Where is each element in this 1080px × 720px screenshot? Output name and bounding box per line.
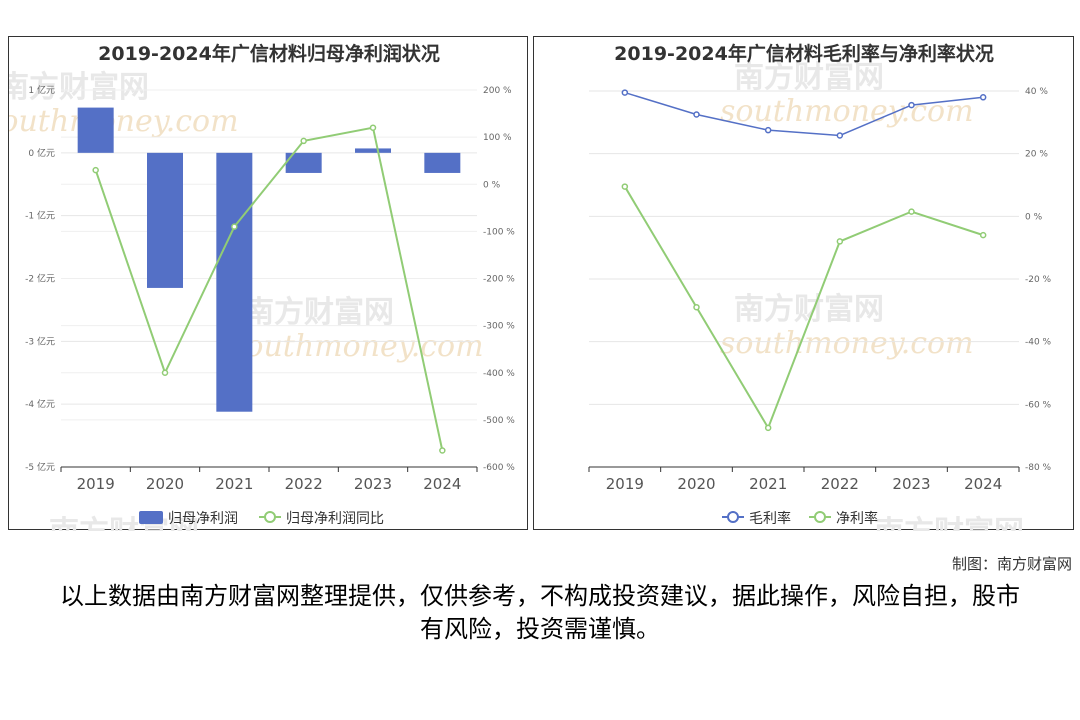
right-axis-tick-label: 200 % bbox=[483, 86, 512, 96]
right-axis-tick-label: -600 % bbox=[483, 463, 515, 473]
bar-2024 bbox=[424, 152, 461, 173]
gross-margin-point-2020 bbox=[693, 111, 700, 118]
left-axis-tick-label: -3 亿元 bbox=[25, 335, 55, 347]
left-axis-tick-label: -4 亿元 bbox=[25, 398, 55, 410]
legend-label: 归母净利润同比 bbox=[286, 510, 384, 527]
right-axis-tick-label: 0 % bbox=[483, 180, 501, 190]
right-chart-panel: 南方财富网southmoney.com南方财富网southmoney.com南方… bbox=[533, 36, 1074, 531]
disclaimer-text: 以上数据由南方财富网整理提供，仅供参考，不构成投资建议，据此操作，风险自担，股市… bbox=[60, 582, 1020, 643]
left-axis-tick-label: -2 亿元 bbox=[25, 273, 55, 285]
watermark-cn: 南方财富网 bbox=[9, 70, 149, 105]
grid-lines bbox=[589, 90, 1019, 468]
x-tick-label: 2022 bbox=[285, 475, 323, 493]
x-tick-label: 2019 bbox=[606, 475, 644, 493]
bar-2021 bbox=[216, 152, 253, 412]
watermark-en: southmoney.com bbox=[230, 329, 484, 364]
chart-credit: 制图：南方财富网 bbox=[951, 555, 1072, 573]
legend-label: 净利率 bbox=[836, 510, 878, 527]
net-margin-point-2022 bbox=[836, 238, 844, 245]
right-axis-tick-label: -80 % bbox=[1025, 463, 1052, 473]
gross-margin-point-2023 bbox=[908, 101, 915, 109]
x-tick-label: 2024 bbox=[423, 475, 461, 493]
net-margin-point-2020 bbox=[693, 303, 700, 311]
watermark-cn: 南方财富网 bbox=[874, 515, 1024, 531]
watermark-en: southmoney.com bbox=[720, 94, 974, 129]
legend-label: 归母净利润 bbox=[168, 510, 238, 527]
legend-bar-swatch bbox=[139, 511, 163, 524]
gross-margin-line bbox=[624, 91, 984, 137]
x-tick-label: 2023 bbox=[354, 475, 392, 493]
right-axis-tick-label: -400 % bbox=[483, 369, 515, 379]
net-margin-point-2023 bbox=[908, 208, 915, 215]
legend[interactable]: 毛利率 净利率 bbox=[722, 510, 878, 527]
bar-2019 bbox=[77, 107, 114, 153]
net-margin-point-2024 bbox=[979, 231, 987, 239]
x-tick-label: 2024 bbox=[964, 475, 1002, 493]
net-margin-point-2019 bbox=[621, 183, 629, 190]
net-margin-line bbox=[623, 186, 984, 431]
margin-chart: 南方财富网southmoney.com南方财富网southmoney.com南方… bbox=[588, 42, 1052, 531]
watermark-en: southmoney.com bbox=[9, 104, 239, 139]
x-tick-label: 2022 bbox=[821, 475, 859, 493]
yoy-point-2024 bbox=[439, 447, 446, 454]
x-tick-label: 2020 bbox=[677, 475, 715, 493]
left-chart-panel: 南方财富网southmoney.com南方财富网southmoney.com南方… bbox=[8, 36, 528, 531]
net-margin-point-2021 bbox=[764, 424, 772, 432]
left-axis-tick-label: 1 亿元 bbox=[28, 84, 55, 96]
bar-2023 bbox=[355, 148, 391, 153]
legend-line-marker bbox=[727, 511, 739, 523]
right-axis-tick-label: -300 % bbox=[483, 322, 515, 332]
left-axis-tick-label: -5 亿元 bbox=[25, 461, 55, 473]
right-axis-tick-label: -200 % bbox=[483, 275, 515, 285]
left-axis-tick-label: -1 亿元 bbox=[25, 210, 55, 222]
right-axis-tick-label: -20 % bbox=[1025, 275, 1052, 285]
x-tick-label: 2023 bbox=[892, 475, 930, 493]
gross-margin-point-2019 bbox=[621, 89, 629, 96]
yoy-point-2023 bbox=[369, 124, 377, 131]
right-axis-tick-label: -500 % bbox=[483, 416, 515, 426]
legend-line-marker bbox=[814, 511, 826, 523]
yoy-line bbox=[94, 126, 444, 451]
gross-margin-point-2024 bbox=[979, 94, 987, 101]
watermark-cn: 南方财富网 bbox=[734, 60, 884, 95]
net-profit-chart: 南方财富网southmoney.com南方财富网southmoney.com南方… bbox=[9, 42, 515, 531]
bar-2020 bbox=[147, 152, 183, 288]
chart-title: 2019-2024年广信材料毛利率与净利率状况 bbox=[614, 42, 994, 65]
yoy-point-2021 bbox=[231, 223, 238, 230]
grid-lines bbox=[61, 89, 477, 468]
right-axis-tick-label: -100 % bbox=[483, 227, 515, 237]
x-tick-label: 2020 bbox=[146, 475, 184, 493]
watermark-cn: 南方财富网 bbox=[244, 295, 394, 330]
yoy-point-2019 bbox=[92, 166, 99, 174]
right-axis-tick-label: 0 % bbox=[1025, 212, 1043, 222]
x-tick-label: 2019 bbox=[77, 475, 115, 493]
gross-margin-point-2021 bbox=[764, 126, 772, 134]
left-axis-tick-label: 0 亿元 bbox=[28, 147, 55, 159]
gross-margin-point-2022 bbox=[836, 132, 844, 139]
right-axis-tick-label: -60 % bbox=[1025, 400, 1052, 410]
yoy-point-2020 bbox=[161, 369, 169, 376]
right-axis-tick-label: 100 % bbox=[483, 133, 512, 143]
chart-title: 2019-2024年广信材料归母净利润状况 bbox=[98, 42, 440, 65]
right-axis-tick-label: 40 % bbox=[1025, 87, 1048, 97]
bar-2022 bbox=[285, 152, 322, 173]
watermark: 南方财富网southmoney.com南方财富网southmoney.com南方… bbox=[720, 60, 1024, 531]
right-axis-tick-label: -40 % bbox=[1025, 338, 1052, 348]
legend[interactable]: 归母净利润 归母净利润同比 bbox=[139, 510, 384, 527]
legend-label: 毛利率 bbox=[749, 510, 791, 527]
right-axis-tick-label: 20 % bbox=[1025, 150, 1048, 160]
x-tick-label: 2021 bbox=[749, 475, 787, 493]
legend-line-marker bbox=[264, 511, 276, 523]
x-tick-label: 2021 bbox=[215, 475, 253, 493]
watermark-en: southmoney.com bbox=[720, 326, 974, 361]
yoy-point-2022 bbox=[300, 137, 307, 145]
